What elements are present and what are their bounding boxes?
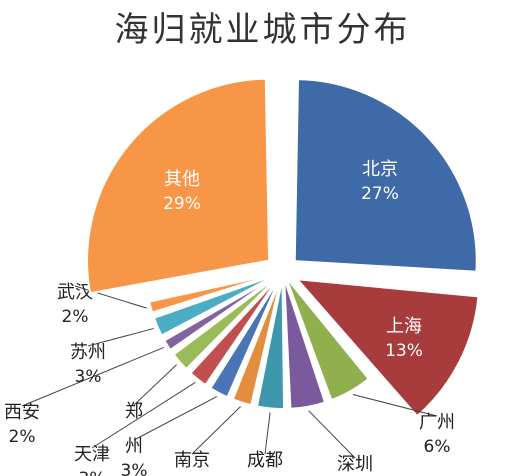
slice-value-label-0: 27% — [361, 184, 399, 204]
slice-label-7: 天津 — [74, 444, 110, 465]
pie-slice-7 — [189, 276, 281, 387]
pie-slice-10 — [152, 273, 278, 337]
slice-value-label-10: 3% — [75, 367, 102, 387]
leader-line-4 — [264, 412, 271, 455]
slice-value-label-7: 3% — [79, 469, 106, 476]
pie-slice-12 — [86, 77, 271, 295]
pie-slice-6 — [209, 276, 282, 399]
slice-value-label-11: 2% — [62, 307, 89, 327]
leader-line-9 — [21, 346, 165, 407]
slice-value-label-1: 13% — [385, 341, 423, 361]
pie-slice-5 — [231, 277, 283, 407]
leader-line-10 — [87, 327, 154, 347]
slice-label-9: 西安 — [4, 402, 40, 423]
leader-line-3 — [308, 410, 356, 459]
leader-line-8 — [133, 364, 178, 406]
pie-slice-4 — [255, 277, 286, 411]
slice-value-label-9: 2% — [9, 427, 36, 447]
leader-line-2 — [352, 394, 438, 417]
leader-line-6 — [133, 396, 218, 441]
leader-line-5 — [191, 406, 241, 455]
slice-label-2: 广州 — [419, 412, 455, 433]
slice-label-0: 北京 — [362, 159, 398, 180]
slice-label-3: 深圳 — [337, 454, 373, 475]
pie-slice-9 — [162, 274, 279, 352]
pie-slice-1 — [294, 278, 480, 418]
slice-label-4: 成都 — [247, 450, 283, 471]
slice-label-8: 郑 — [125, 401, 143, 422]
slice-value-label-2: 6% — [424, 437, 451, 457]
pie-slice-3 — [283, 277, 327, 410]
leader-line-7 — [91, 382, 196, 449]
slice-value-label-6: 3% — [121, 461, 148, 476]
pie-slice-8 — [172, 275, 280, 371]
slice-label-5: 南京 — [174, 450, 210, 471]
slice-label-12: 其他 — [164, 169, 200, 190]
pie-slice-0 — [293, 78, 478, 273]
slice-label-1: 上海 — [386, 316, 422, 337]
leader-line-11 — [74, 285, 147, 309]
pie-slice-2 — [285, 276, 371, 402]
chart-title: 海归就业城市分布 — [114, 10, 411, 50]
slice-label-6: 州 — [125, 436, 143, 457]
pie-slice-11 — [148, 272, 278, 314]
slice-value-label-12: 29% — [163, 194, 201, 214]
slice-label-10: 苏州 — [70, 342, 106, 363]
slice-label-11: 武汉 — [57, 282, 93, 303]
